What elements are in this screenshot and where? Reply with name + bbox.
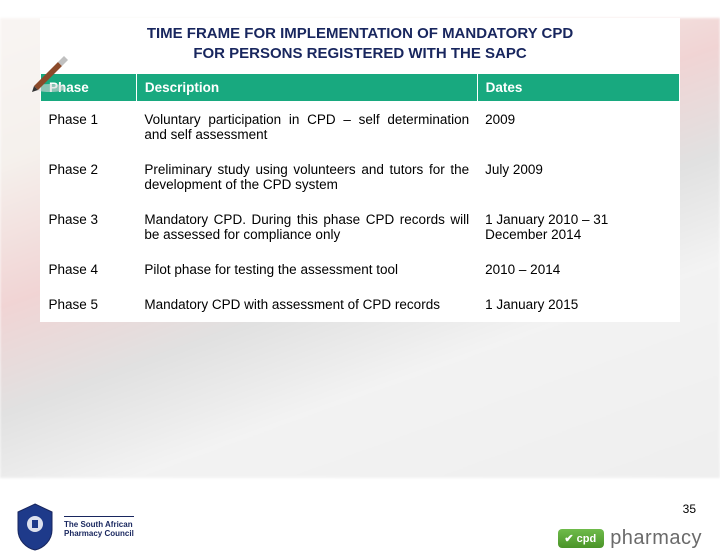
check-icon: ✔ [564, 532, 573, 545]
table-row: Phase 2 Preliminary study using voluntee… [41, 152, 680, 202]
cell-dates: 2009 [477, 102, 679, 153]
slide-number: 35 [683, 502, 696, 516]
phases-table: Phase Description Dates Phase 1 Voluntar… [40, 73, 680, 322]
table-row: Phase 4 Pilot phase for testing the asse… [41, 252, 680, 287]
table-row: Phase 5 Mandatory CPD with assessment of… [41, 287, 680, 322]
crest-icon [12, 502, 58, 552]
cell-phase: Phase 2 [41, 152, 137, 202]
cell-phase: Phase 5 [41, 287, 137, 322]
org-line-1: The South African [64, 520, 134, 529]
cpd-badge: ✔ cpd [558, 529, 604, 548]
footer-logo-left: The South African Pharmacy Council [12, 502, 134, 552]
col-header-description: Description [136, 74, 477, 102]
cell-description: Voluntary participation in CPD – self de… [136, 102, 477, 153]
slide-content: TIME FRAME FOR IMPLEMENTATION OF MANDATO… [40, 18, 680, 322]
org-name: The South African Pharmacy Council [64, 516, 134, 538]
pen-icon [28, 50, 72, 99]
title-line-2: FOR PERSONS REGISTERED WITH THE SAPC [40, 44, 680, 64]
title-line-1: TIME FRAME FOR IMPLEMENTATION OF MANDATO… [40, 24, 680, 44]
cell-dates: July 2009 [477, 152, 679, 202]
page-title: TIME FRAME FOR IMPLEMENTATION OF MANDATO… [40, 18, 680, 73]
cell-phase: Phase 3 [41, 202, 137, 252]
col-header-dates: Dates [477, 74, 679, 102]
cell-dates: 1 January 2015 [477, 287, 679, 322]
cell-description: Preliminary study using volunteers and t… [136, 152, 477, 202]
footer-logo-right: ✔ cpd pharmacy [558, 527, 702, 550]
cell-description: Mandatory CPD. During this phase CPD rec… [136, 202, 477, 252]
cell-dates: 1 January 2010 – 31 December 2014 [477, 202, 679, 252]
cell-description: Pilot phase for testing the assessment t… [136, 252, 477, 287]
table-row: Phase 1 Voluntary participation in CPD –… [41, 102, 680, 153]
cell-description: Mandatory CPD with assessment of CPD rec… [136, 287, 477, 322]
cpd-label: cpd [577, 533, 597, 545]
org-line-2: Pharmacy Council [64, 529, 134, 538]
cell-dates: 2010 – 2014 [477, 252, 679, 287]
footer: The South African Pharmacy Council ✔ cpd… [0, 500, 720, 558]
pharmacy-label: pharmacy [610, 527, 702, 550]
cell-phase: Phase 4 [41, 252, 137, 287]
table-row: Phase 3 Mandatory CPD. During this phase… [41, 202, 680, 252]
table-header-row: Phase Description Dates [41, 74, 680, 102]
cell-phase: Phase 1 [41, 102, 137, 153]
